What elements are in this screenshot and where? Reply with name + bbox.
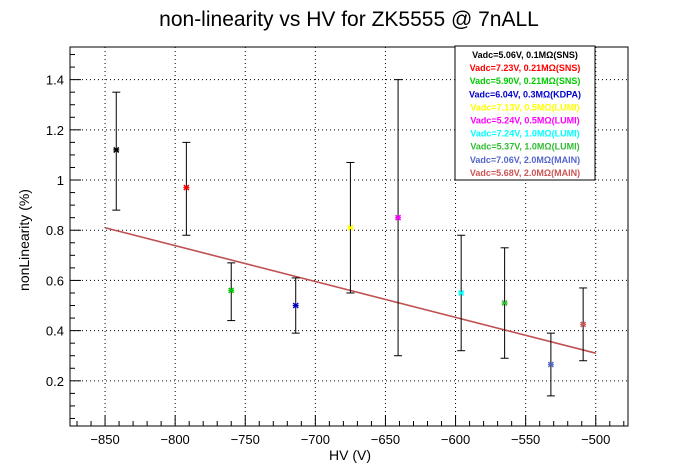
data-points xyxy=(112,79,588,397)
data-point xyxy=(546,332,555,397)
data-point xyxy=(346,161,355,294)
x-tick-label: −850 xyxy=(90,432,119,447)
chart-title: non-linearity vs HV for ZK5555 @ 7nALL xyxy=(159,8,539,31)
x-tick-label: −700 xyxy=(301,432,330,447)
x-tick-label: −550 xyxy=(511,432,540,447)
y-tick-label: 1.2 xyxy=(46,123,64,138)
y-axis-label: nonLinearity (%) xyxy=(16,189,32,291)
y-tick-label: 0.4 xyxy=(46,324,64,339)
legend-entry: Vadc=5.06V, 0.1MΩ(SNS) xyxy=(472,50,578,60)
x-tick-label: −650 xyxy=(371,432,400,447)
x-tick-label: −600 xyxy=(441,432,470,447)
data-point xyxy=(457,234,466,352)
x-tick-label: −800 xyxy=(161,432,190,447)
data-point xyxy=(500,247,509,359)
data-point xyxy=(579,287,588,362)
legend-box xyxy=(454,45,596,181)
legend-entry: Vadc=7.23V, 0.21MΩ(SNS) xyxy=(470,63,581,73)
x-tick-label: −500 xyxy=(581,432,610,447)
data-point xyxy=(227,262,236,322)
legend-entry: Vadc=5.90V, 0.21MΩ(SNS) xyxy=(470,76,581,86)
legend-entry: Vadc=7.24V, 1.0MΩ(LUMI) xyxy=(470,129,579,139)
y-tick-label: 1 xyxy=(57,173,64,188)
legend-entry: Vadc=7.13V, 0.5MΩ(LUMI) xyxy=(470,102,579,112)
legend-entry: Vadc=7.06V, 2.0MΩ(MAIN) xyxy=(470,155,580,165)
y-tick-label: 1.4 xyxy=(46,73,64,88)
legend: Vadc=5.06V, 0.1MΩ(SNS) Vadc=7.23V, 0.21MΩ… xyxy=(454,45,596,181)
y-tick-label: 0.8 xyxy=(46,223,64,238)
x-tick-label: −750 xyxy=(231,432,260,447)
y-tick-label: 0.2 xyxy=(46,374,64,389)
data-point xyxy=(182,141,191,236)
legend-entry: Vadc=5.37V, 1.0MΩ(LUMI) xyxy=(470,142,579,152)
data-point xyxy=(112,91,121,211)
plot-frame xyxy=(69,46,629,427)
axes: −850 −800 −750 −700 −650 −600 −550 −500 0.2 0.4 0.… xyxy=(46,54,625,447)
data-point xyxy=(291,277,300,334)
x-axis-label: HV (V) xyxy=(329,447,371,463)
legend-entry: Vadc=6.04V, 0.3MΩ(KDPA) xyxy=(469,89,581,99)
y-tick-label: 0.6 xyxy=(46,273,64,288)
legend-entry: Vadc=5.68V, 2.0MΩ(MAIN) xyxy=(470,168,580,178)
data-point xyxy=(394,79,403,357)
legend-entry: Vadc=5.24V, 0.5MΩ(LUMI) xyxy=(470,116,579,126)
